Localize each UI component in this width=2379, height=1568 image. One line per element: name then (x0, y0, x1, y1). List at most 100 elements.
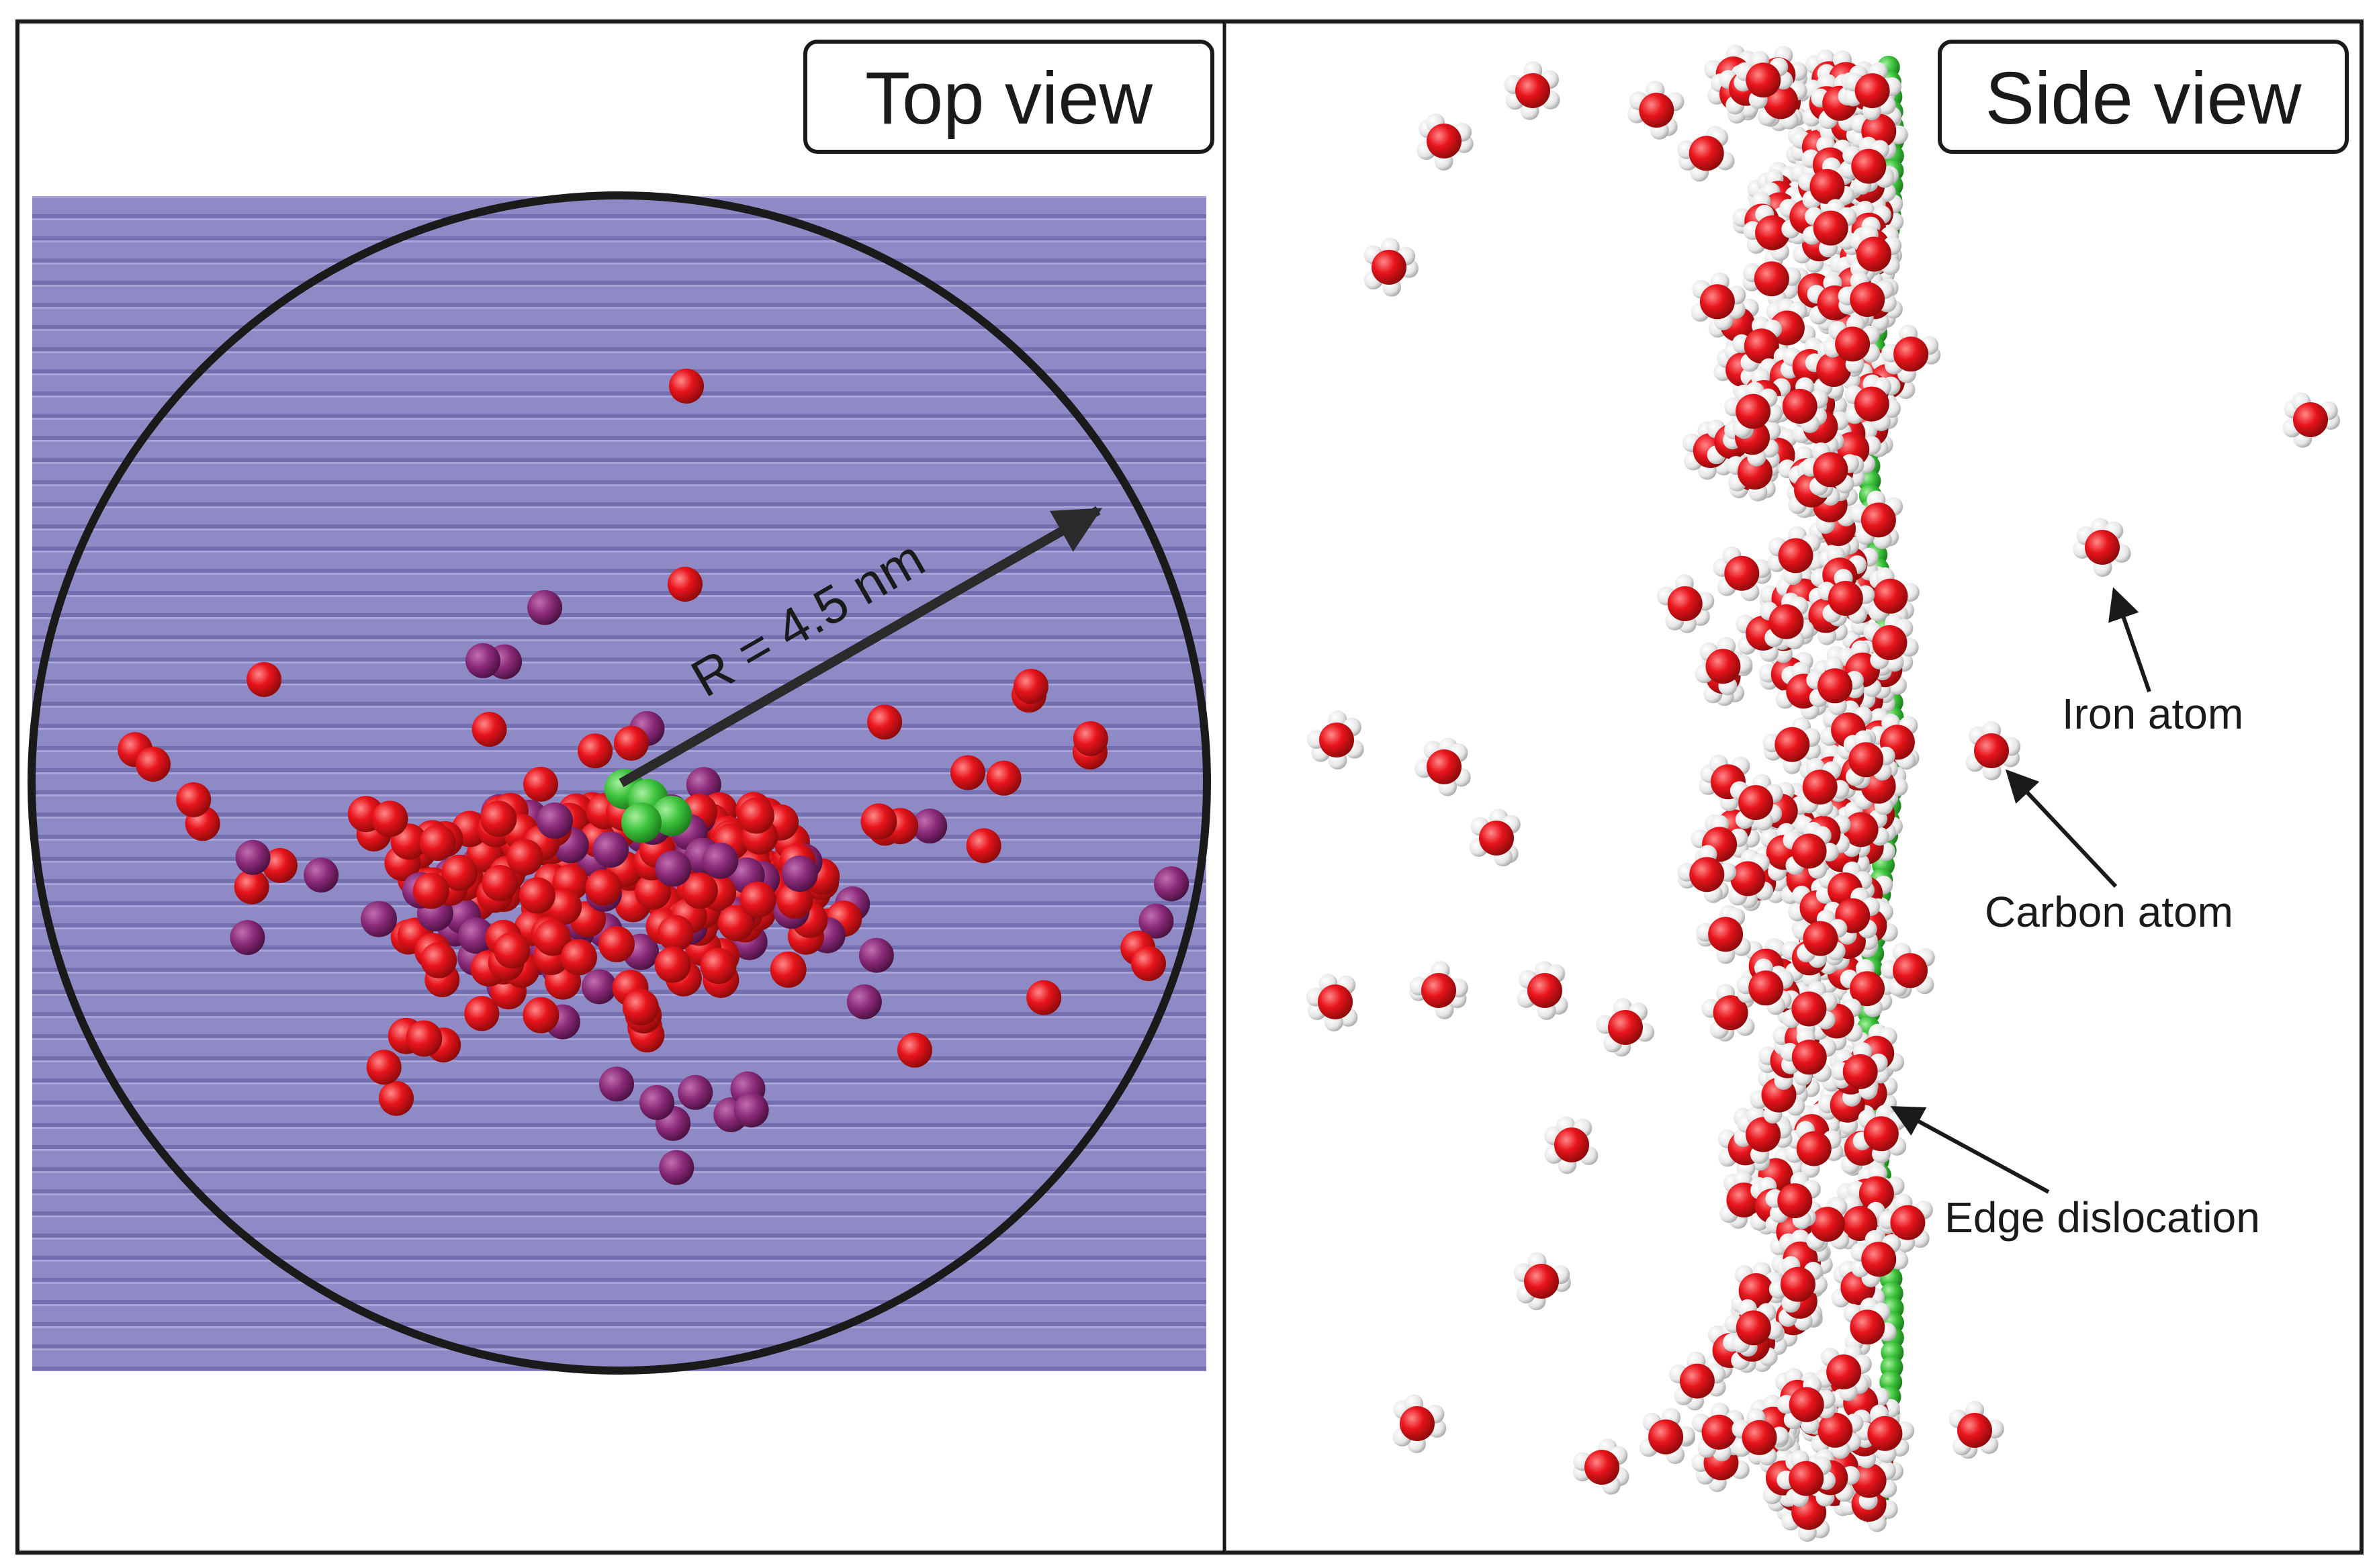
carbon-atom (1860, 502, 1896, 538)
carbon-atom (1427, 124, 1462, 158)
radius-arrow (619, 506, 1103, 788)
carbon-atom (1778, 538, 1813, 573)
carbon-atom (472, 712, 507, 747)
carbon-atom (1584, 1450, 1619, 1485)
carbon-atom (1608, 1010, 1643, 1045)
carbon-atom (966, 828, 1001, 864)
carbon-atom (1372, 250, 1406, 285)
carbon-atom (582, 969, 617, 1005)
top-view-title-box (803, 40, 1214, 154)
carbon-atom (537, 802, 573, 839)
carbon-atom (702, 842, 739, 879)
capture-radius-circle (28, 191, 1211, 1375)
carbon-atom (1850, 971, 1885, 1007)
carbon-atom-cluster (118, 369, 1190, 1185)
dislocation-pointer (1890, 1106, 2050, 1194)
carbon-atom (2085, 530, 2120, 565)
carbon-atom (737, 797, 774, 834)
carbon-atom (1856, 236, 1891, 272)
dislocation-core (621, 802, 662, 843)
carbon-atom (1816, 352, 1852, 387)
carbon-atom (1073, 721, 1108, 756)
carbon-atom (1713, 995, 1748, 1031)
carbon-atom (1689, 857, 1725, 892)
carbon-atom (1515, 73, 1550, 108)
carbon-atom (561, 939, 597, 976)
carbon-atom (366, 1050, 402, 1085)
carbon-atom (1791, 1040, 1827, 1075)
carbon-atom (781, 856, 818, 892)
dislocation-core (652, 796, 692, 836)
carbon-atom (1701, 1414, 1737, 1450)
carbon-atom (527, 590, 563, 625)
carbon-atom (136, 747, 171, 782)
carbon-atom (614, 725, 649, 761)
iron-atom-pointer (2108, 587, 2151, 692)
carbon-atom (1813, 210, 1848, 246)
figure-frame (15, 19, 2364, 1555)
carbon-atom (406, 1020, 443, 1057)
carbon-atom (1744, 328, 1779, 364)
carbon-atom (1780, 1266, 1815, 1302)
carbon-atom (846, 984, 882, 1019)
carbon-atom (506, 839, 543, 876)
carbon-atom (441, 854, 478, 891)
carbon-atom (681, 872, 718, 909)
carbon-atom (1813, 452, 1848, 488)
carbon-atom (1796, 1131, 1832, 1166)
carbon-atom (412, 872, 449, 909)
carbon-atom (1867, 1416, 1903, 1451)
carbon-atom (1777, 1183, 1813, 1219)
carbon-atom (176, 782, 212, 817)
carbon-atom (234, 869, 269, 905)
top-view-panel: R = 4.5 nm Top view (28, 40, 1214, 1375)
carbon-atom (1689, 136, 1724, 171)
carbon-atom (458, 917, 494, 954)
carbon-atom (1842, 1206, 1877, 1241)
side-view-panel: Side view Iron atom Carbon atom Edge dis… (1306, 40, 2349, 1542)
dislocation-label: Edge dislocation (1944, 1193, 2260, 1242)
carbon-atom (1026, 980, 1062, 1015)
carbon-atom (686, 767, 721, 802)
carbon-atom (1524, 1264, 1559, 1299)
carbon-atom (1748, 970, 1784, 1006)
carbon-atom (2293, 402, 2328, 437)
carbon-atom (659, 1150, 694, 1185)
carbon-atom (1893, 953, 1928, 988)
carbon-atom (1639, 93, 1674, 128)
carbon-atom (304, 858, 339, 893)
carbon-atom (361, 901, 397, 937)
carbon-atom (733, 1092, 769, 1127)
carbon-atom (1782, 389, 1817, 424)
carbon-atom (1854, 386, 1889, 422)
carbon-atom (1746, 1117, 1781, 1152)
carbon-atom (1755, 215, 1791, 250)
carbon-atom-pointer (2005, 769, 2118, 888)
carbon-atom (1527, 973, 1562, 1008)
carbon-atom (858, 937, 894, 973)
carbon-atom (1890, 1205, 1926, 1240)
carbon-atom (655, 850, 692, 887)
carbon-atom (1851, 148, 1887, 184)
carbon-atom (1873, 578, 1908, 614)
carbon-atom (1421, 973, 1456, 1008)
carbon-atom (464, 996, 500, 1031)
carbon-atom (770, 951, 807, 988)
carbon-atom (519, 877, 555, 914)
carbon-atom (668, 567, 703, 602)
carbon-atom (235, 839, 271, 875)
carbon-atom (1826, 1354, 1862, 1389)
carbon-atom (1699, 284, 1735, 320)
carbon-atom (1708, 917, 1744, 952)
iron-carbon-complexes (1306, 44, 2340, 1542)
iron-atom-label: Iron atom (2062, 690, 2243, 738)
carbon-atom (379, 1080, 414, 1116)
carbon-atom (1775, 727, 1810, 762)
carbon-atom (246, 661, 282, 697)
carbon-atom (717, 905, 754, 941)
carbon-atom (494, 932, 531, 969)
carbon-atom (1554, 1127, 1589, 1162)
carbon-atom (1746, 62, 1781, 98)
carbon-atom (739, 881, 776, 918)
side-view-title: Side view (1985, 57, 2302, 140)
